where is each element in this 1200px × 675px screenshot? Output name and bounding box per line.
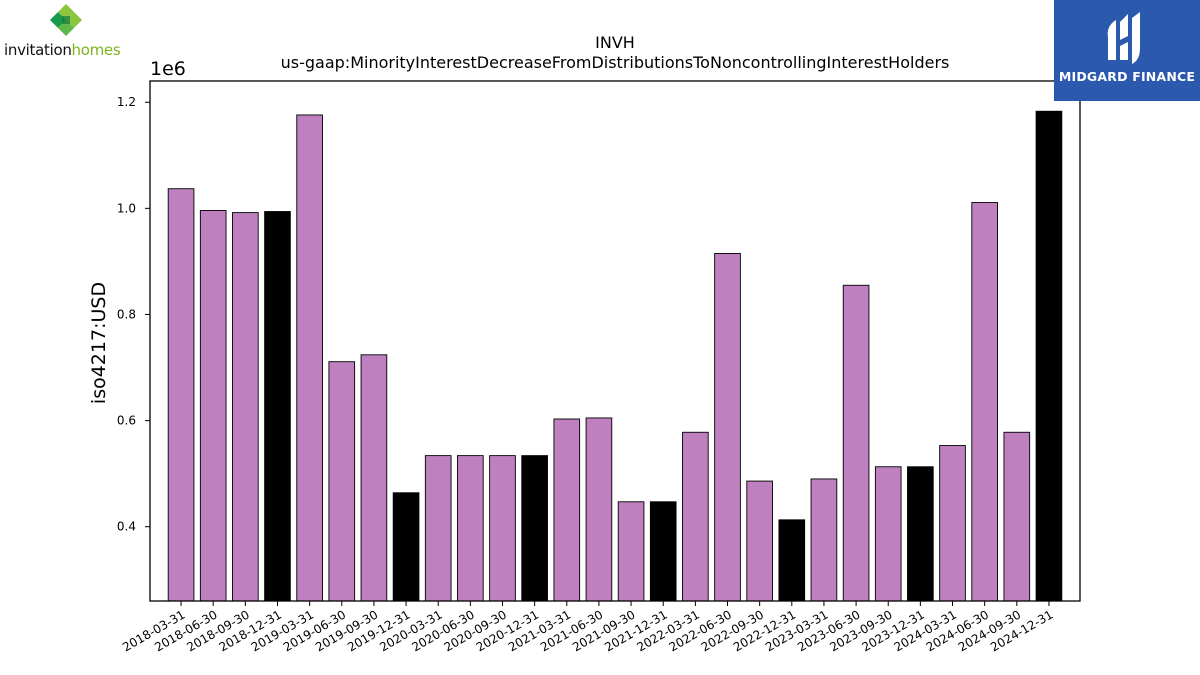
bar-2019-06-30 xyxy=(328,361,356,602)
y-tick-label: 0.6 xyxy=(117,414,136,428)
chart-title: INVH xyxy=(595,33,635,52)
bar-2020-03-31 xyxy=(424,455,452,602)
bar-2022-03-31 xyxy=(682,431,709,602)
bar-2021-03-31 xyxy=(553,418,581,602)
y-scale-label: 1e6 xyxy=(150,58,186,80)
y-tick-label: 0.8 xyxy=(117,307,136,321)
bar-2019-09-30 xyxy=(360,354,388,602)
bar-2022-06-30 xyxy=(714,252,741,602)
y-tick-label: 0.4 xyxy=(117,520,136,534)
bar-2024-06-30 xyxy=(971,202,998,602)
bar-2018-03-31 xyxy=(167,188,195,602)
midgard-finance-logo: MIDGARD FINANCE xyxy=(1054,0,1200,101)
bar-2018-09-30 xyxy=(232,212,259,602)
bar-2019-03-31 xyxy=(296,114,323,602)
bar-2023-06-30 xyxy=(842,284,870,602)
bar-2022-12-31 xyxy=(778,519,806,602)
midgard-finance-wordmark: MIDGARD FINANCE xyxy=(1058,69,1196,84)
bar-2023-12-31 xyxy=(907,466,934,602)
bar-2024-03-31 xyxy=(939,445,966,602)
chart-subtitle: us-gaap:MinorityInterestDecreaseFromDist… xyxy=(281,53,950,72)
wordmark-part-1: invitation xyxy=(4,41,72,59)
bar-2021-09-30 xyxy=(617,501,645,602)
bar-2021-12-31 xyxy=(649,501,677,602)
bar-2020-06-30 xyxy=(457,455,484,602)
bar-2018-06-30 xyxy=(199,210,227,602)
plot-frame xyxy=(149,80,1081,602)
bars-group xyxy=(167,110,1063,602)
y-tick-label: 1.0 xyxy=(117,201,136,215)
bar-2019-12-31 xyxy=(392,492,420,602)
bar-2023-03-31 xyxy=(810,478,838,602)
invitation-homes-logo: invitationhomes xyxy=(0,0,135,62)
bar-2024-12-31 xyxy=(1035,110,1063,602)
diamond-leaf-icon xyxy=(50,4,82,36)
y-axis-label: iso4217:USD xyxy=(88,282,110,404)
y-ticks-group: 0.4 0.6 0.8 1.0 1.2 xyxy=(117,95,150,534)
invitation-homes-wordmark: invitationhomes xyxy=(4,41,121,59)
bar-2021-06-30 xyxy=(585,417,613,602)
bar-2020-12-31 xyxy=(521,455,548,602)
bar-2024-09-30 xyxy=(1003,431,1031,602)
bar-2022-09-30 xyxy=(746,480,773,602)
midgard-emblem-icon xyxy=(1107,12,1140,64)
wordmark-part-2: homes xyxy=(71,41,121,59)
x-ticks-group: 2018-03-312018-06-302018-09-302018-12-31… xyxy=(120,601,1055,654)
bar-2018-12-31 xyxy=(264,211,291,602)
y-tick-label: 1.2 xyxy=(117,95,136,109)
bar-2023-09-30 xyxy=(874,466,902,602)
bar-2020-09-30 xyxy=(489,455,516,602)
